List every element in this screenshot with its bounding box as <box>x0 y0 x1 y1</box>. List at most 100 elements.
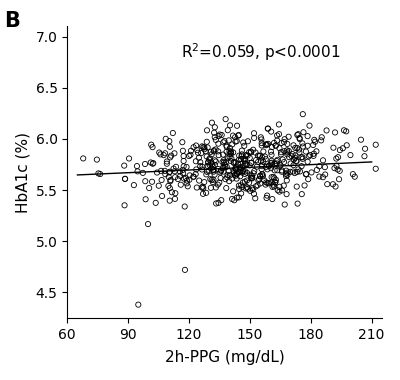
Point <box>262 156 269 162</box>
Point <box>283 168 289 174</box>
Point <box>201 179 208 185</box>
Point <box>203 190 209 196</box>
Point <box>186 172 193 178</box>
Point <box>278 140 285 146</box>
Point <box>292 155 298 161</box>
Point <box>252 150 259 156</box>
Point <box>273 177 279 183</box>
Point <box>184 183 191 189</box>
Point <box>296 149 303 155</box>
Point <box>276 145 283 151</box>
Point <box>149 179 155 185</box>
X-axis label: 2h-PPG (mg/dL): 2h-PPG (mg/dL) <box>165 350 284 365</box>
Point <box>236 157 242 163</box>
Point <box>264 180 271 186</box>
Point <box>332 184 339 190</box>
Point <box>217 169 224 176</box>
Point <box>162 171 168 177</box>
Point <box>243 161 250 167</box>
Point <box>222 116 229 122</box>
Point <box>330 145 337 151</box>
Point <box>249 173 255 179</box>
Point <box>230 149 236 155</box>
Point <box>316 163 322 169</box>
Point <box>222 162 228 168</box>
Point <box>295 131 302 137</box>
Point <box>215 182 221 188</box>
Point <box>295 166 302 173</box>
Point <box>193 142 199 149</box>
Point <box>173 164 179 170</box>
Point <box>230 133 236 139</box>
Point <box>292 152 298 158</box>
Point <box>242 158 248 164</box>
Point <box>270 174 277 180</box>
Point <box>260 173 266 179</box>
Point <box>229 141 236 147</box>
Point <box>242 179 248 185</box>
Point <box>227 122 233 128</box>
Point <box>202 148 209 154</box>
Point <box>251 168 258 174</box>
Point <box>198 150 204 156</box>
Point <box>196 177 202 184</box>
Point <box>298 163 305 169</box>
Point <box>242 155 248 162</box>
Point <box>197 163 204 169</box>
Point <box>264 193 270 199</box>
Point <box>240 168 246 174</box>
Point <box>238 190 244 196</box>
Point <box>208 177 215 183</box>
Point <box>172 196 178 202</box>
Point <box>252 195 258 201</box>
Point <box>294 184 300 190</box>
Point <box>198 184 205 190</box>
Point <box>304 159 311 165</box>
Point <box>271 140 277 146</box>
Point <box>230 159 237 165</box>
Point <box>250 170 257 176</box>
Point <box>323 127 330 133</box>
Point <box>340 145 346 151</box>
Point <box>304 143 311 149</box>
Point <box>278 151 284 157</box>
Point <box>142 161 148 167</box>
Point <box>238 182 244 188</box>
Point <box>220 164 226 170</box>
Point <box>228 149 234 155</box>
Point <box>277 162 284 168</box>
Point <box>258 140 265 146</box>
Point <box>274 187 281 193</box>
Point <box>372 166 379 172</box>
Point <box>224 172 231 178</box>
Point <box>186 177 192 183</box>
Point <box>230 168 237 174</box>
Point <box>226 178 232 184</box>
Point <box>344 142 350 148</box>
Point <box>259 171 266 177</box>
Point <box>299 140 306 146</box>
Point <box>303 171 309 177</box>
Point <box>164 158 170 165</box>
Point <box>276 131 282 137</box>
Point <box>200 185 206 191</box>
Point <box>246 149 252 155</box>
Point <box>170 166 177 172</box>
Point <box>180 167 186 173</box>
Point <box>224 174 230 180</box>
Point <box>172 168 178 174</box>
Point <box>225 168 232 174</box>
Point <box>294 145 300 151</box>
Point <box>298 154 304 160</box>
Point <box>180 148 186 154</box>
Point <box>259 171 266 177</box>
Point <box>296 136 303 142</box>
Point <box>290 142 297 148</box>
Point <box>220 139 226 145</box>
Point <box>287 169 294 175</box>
Point <box>177 169 183 175</box>
Point <box>358 137 364 143</box>
Point <box>322 164 328 170</box>
Point <box>248 160 255 166</box>
Point <box>212 162 218 168</box>
